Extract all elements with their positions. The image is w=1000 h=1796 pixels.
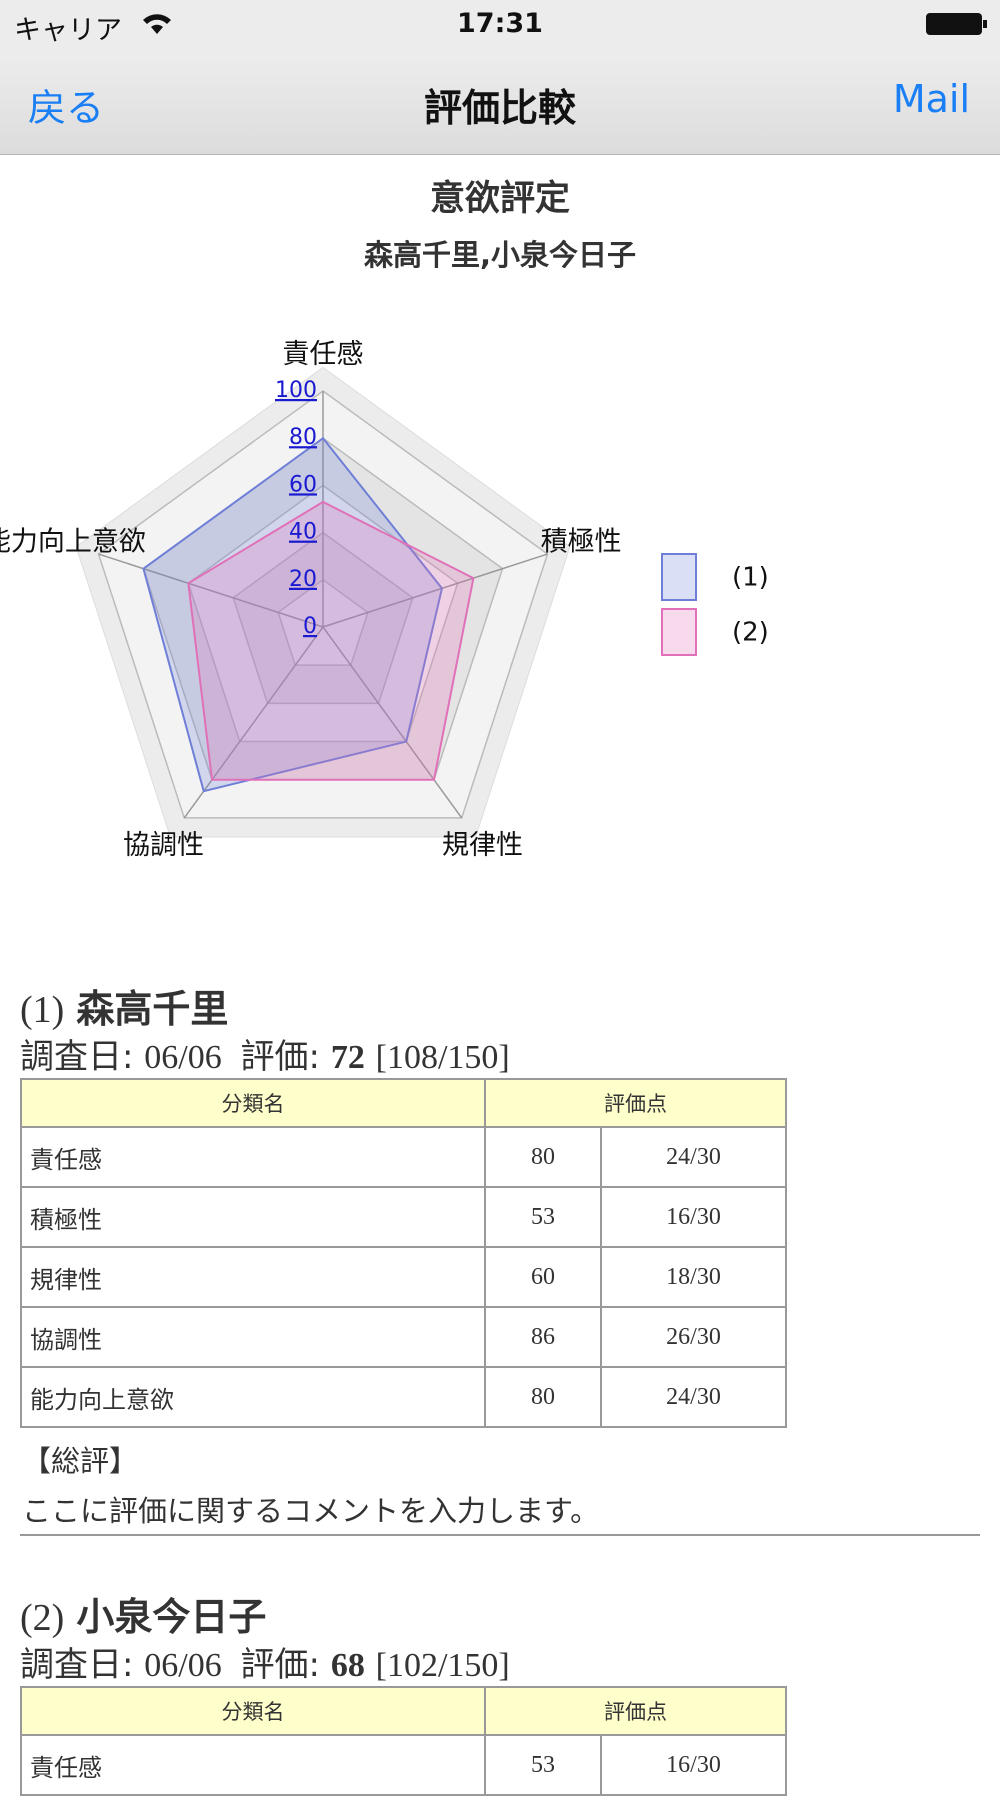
tick-label: 60 (289, 472, 317, 497)
divider (20, 1534, 980, 1536)
summary-label: 【総評】 (22, 1444, 139, 1478)
header-cell: 評価点 (484, 1078, 787, 1128)
battery-icon (926, 13, 987, 35)
date-label: 調査日: (20, 1037, 134, 1077)
person-name: 小泉今日子 (76, 1595, 267, 1639)
table-cell: 24/30 (600, 1366, 787, 1428)
table-cell: 26/30 (600, 1306, 787, 1368)
table-row: 能力向上意欲 80 24/30 (20, 1366, 787, 1428)
table-row: 協調性 86 26/30 (20, 1306, 787, 1368)
table-row: 規律性 60 18/30 (20, 1246, 787, 1308)
header-cell: 評価点 (484, 1686, 787, 1736)
legend-label: (1) (732, 563, 769, 593)
points: [102/150] (375, 1647, 510, 1684)
survey-line: 調査日: 06/06 評価: 68 [102/150] (20, 1637, 510, 1686)
survey-line: 調査日: 06/06 評価: 72 [108/150] (20, 1029, 510, 1078)
series-area (142, 436, 444, 793)
tick-label: 20 (289, 567, 317, 592)
chart-title: 意欲評定 (430, 179, 570, 219)
header-row: 分類名 評価点 (20, 1686, 787, 1736)
category-label: 積極性 (541, 527, 622, 558)
table-cell: 16/30 (600, 1734, 787, 1796)
section-heading: (2) 小泉今日子 (20, 1586, 266, 1641)
carrier: キャリア (14, 15, 122, 46)
table-cell: 積極性 (20, 1186, 486, 1248)
chart-subtitle: 森高千里,小泉今日子 (364, 238, 636, 272)
axis-line (98, 553, 324, 628)
axis-line (183, 626, 324, 819)
mail-button[interactable]: Mail (892, 77, 970, 121)
date-label: 調査日: (20, 1645, 134, 1685)
category-label: 能力向上意欲 (0, 527, 146, 558)
score: 68 (330, 1647, 365, 1684)
section-index: (2) (20, 1597, 65, 1639)
tick-label: 0 (303, 614, 317, 639)
time: 17:31 (457, 8, 543, 39)
table-cell: 53 (484, 1186, 602, 1248)
header-cell: 分類名 (20, 1078, 486, 1128)
score: 72 (330, 1039, 365, 1076)
back-button[interactable]: 戻る (28, 86, 105, 130)
score-label: 評価: (240, 1645, 321, 1685)
section-heading: (1) 森高千里 (20, 978, 228, 1033)
table-cell: 規律性 (20, 1246, 486, 1308)
wifi-icon (143, 14, 171, 34)
status-bar: キャリア 17:31 (0, 0, 1000, 57)
legend-label: (2) (732, 618, 769, 648)
table-cell: 責任感 (20, 1126, 486, 1188)
category-label: 規律性 (442, 830, 523, 861)
header-cell: 分類名 (20, 1686, 486, 1736)
axis-line (322, 626, 463, 819)
nav-title: 評価比較 (423, 86, 576, 130)
tick-label: 100 (275, 378, 317, 403)
table-cell: 60 (484, 1246, 602, 1308)
date: 06/06 (144, 1647, 222, 1684)
category-label: 協調性 (123, 830, 204, 861)
tick-label: 80 (289, 425, 317, 450)
section-index: (1) (20, 989, 65, 1031)
table-cell: 協調性 (20, 1306, 486, 1368)
table-cell: 能力向上意欲 (20, 1366, 486, 1428)
person-name: 森高千里 (76, 987, 229, 1031)
score-label: 評価: (240, 1037, 321, 1077)
legend-swatch (661, 608, 697, 656)
score-table: 分類名 評価点 責任感 53 16/30 (20, 1686, 787, 1796)
table-cell: 80 (484, 1366, 602, 1428)
category-label: 責任感 (283, 339, 364, 370)
points: [108/150] (375, 1039, 510, 1076)
table-cell: 責任感 (20, 1734, 486, 1796)
table-row: 積極性 53 16/30 (20, 1186, 787, 1248)
table-cell: 24/30 (600, 1126, 787, 1188)
tick-label: 40 (289, 520, 317, 545)
table-cell: 86 (484, 1306, 602, 1368)
axis-line (322, 553, 548, 628)
table-cell: 16/30 (600, 1186, 787, 1248)
legend-swatch (661, 553, 697, 601)
score-table: 分類名 評価点 責任感 80 24/30 積極性 53 16/30 規律性 60 18/30 協調性 8… (20, 1078, 787, 1428)
series-area (187, 500, 475, 781)
table-row: 責任感 80 24/30 (20, 1126, 787, 1188)
table-cell: 53 (484, 1734, 602, 1796)
table-cell: 80 (484, 1126, 602, 1188)
table-cell: 18/30 (600, 1246, 787, 1308)
header-row: 分類名 評価点 (20, 1078, 787, 1128)
comment: ここに評価に関するコメントを入力します。 (22, 1494, 600, 1528)
date: 06/06 (144, 1039, 222, 1076)
nav-bar: 戻る 評価比較 Mail (0, 57, 1000, 155)
table-row: 責任感 53 16/30 (20, 1734, 787, 1796)
